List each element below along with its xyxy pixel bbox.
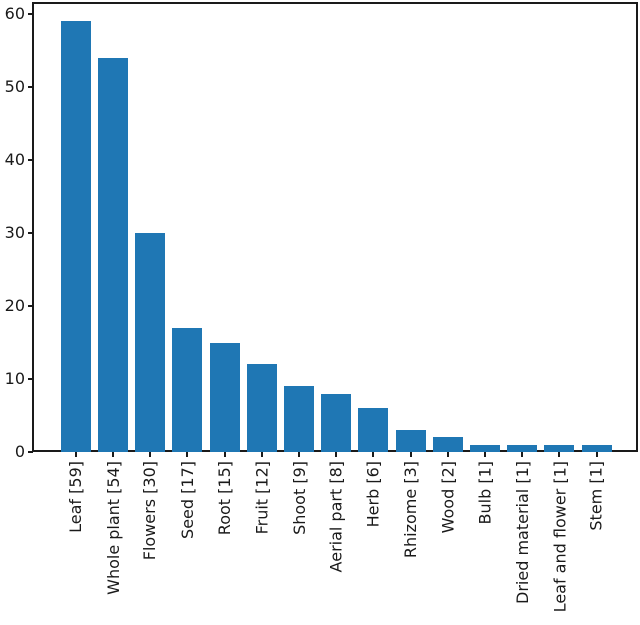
x-tick bbox=[111, 452, 114, 457]
x-tick-label: Wood [2] bbox=[438, 461, 458, 534]
y-tick-label: 0 bbox=[14, 442, 25, 461]
bar bbox=[358, 408, 389, 452]
x-tick-label: Stem [1] bbox=[587, 461, 606, 531]
x-tick bbox=[409, 452, 412, 457]
x-tick-label: Fruit [12] bbox=[252, 461, 272, 535]
bar bbox=[581, 444, 612, 452]
y-tick bbox=[28, 86, 33, 88]
x-tick-label: Rhizome [3] bbox=[401, 461, 420, 559]
bar bbox=[97, 57, 128, 452]
y-tick bbox=[28, 232, 33, 234]
x-tick bbox=[483, 452, 486, 457]
x-tick-label: Herb [6] bbox=[363, 461, 383, 528]
x-tick bbox=[74, 452, 77, 457]
bar bbox=[172, 327, 203, 452]
bar bbox=[60, 21, 91, 452]
bar bbox=[544, 444, 575, 452]
x-tick-label: Bulb [1] bbox=[475, 461, 495, 525]
x-tick-label: Leaf [59] bbox=[66, 461, 86, 533]
x-tick bbox=[223, 452, 226, 457]
plot-area bbox=[32, 2, 638, 452]
y-tick-label: 20 bbox=[4, 296, 25, 315]
x-tick-label: Flowers [30] bbox=[140, 461, 160, 561]
y-tick bbox=[28, 13, 33, 15]
x-tick-label: Dried material [1] bbox=[512, 461, 532, 604]
x-tick-label: Aerial part [8] bbox=[326, 461, 346, 573]
y-tick bbox=[28, 378, 33, 380]
bar bbox=[395, 430, 426, 452]
y-tick bbox=[28, 305, 33, 307]
y-tick-label: 10 bbox=[4, 369, 25, 388]
bar bbox=[246, 364, 277, 452]
x-tick bbox=[335, 452, 338, 457]
bar bbox=[135, 233, 166, 452]
x-tick bbox=[595, 452, 598, 457]
x-tick-label: Leaf and flower [1] bbox=[549, 461, 569, 613]
x-tick bbox=[372, 452, 375, 457]
y-tick bbox=[28, 159, 33, 161]
x-tick bbox=[558, 452, 561, 457]
y-tick-label: 40 bbox=[4, 150, 25, 169]
bar bbox=[209, 342, 240, 452]
bar bbox=[321, 393, 352, 452]
x-tick-label: Shoot [9] bbox=[289, 461, 309, 535]
bar bbox=[507, 444, 538, 452]
y-tick-label: 30 bbox=[4, 223, 25, 242]
x-tick bbox=[186, 452, 189, 457]
x-tick-label: Whole plant [54] bbox=[103, 461, 123, 595]
bar bbox=[432, 437, 463, 452]
x-tick bbox=[149, 452, 152, 457]
x-tick bbox=[521, 452, 524, 457]
x-tick bbox=[446, 452, 449, 457]
x-tick-label: Seed [17] bbox=[177, 461, 197, 539]
y-tick-label: 50 bbox=[4, 77, 25, 96]
y-tick-label: 60 bbox=[4, 4, 25, 23]
bar bbox=[469, 444, 500, 452]
bar bbox=[283, 386, 314, 452]
x-tick bbox=[297, 452, 300, 457]
x-tick-label: Root [15] bbox=[215, 461, 234, 536]
y-tick bbox=[28, 451, 33, 453]
x-tick bbox=[260, 452, 263, 457]
